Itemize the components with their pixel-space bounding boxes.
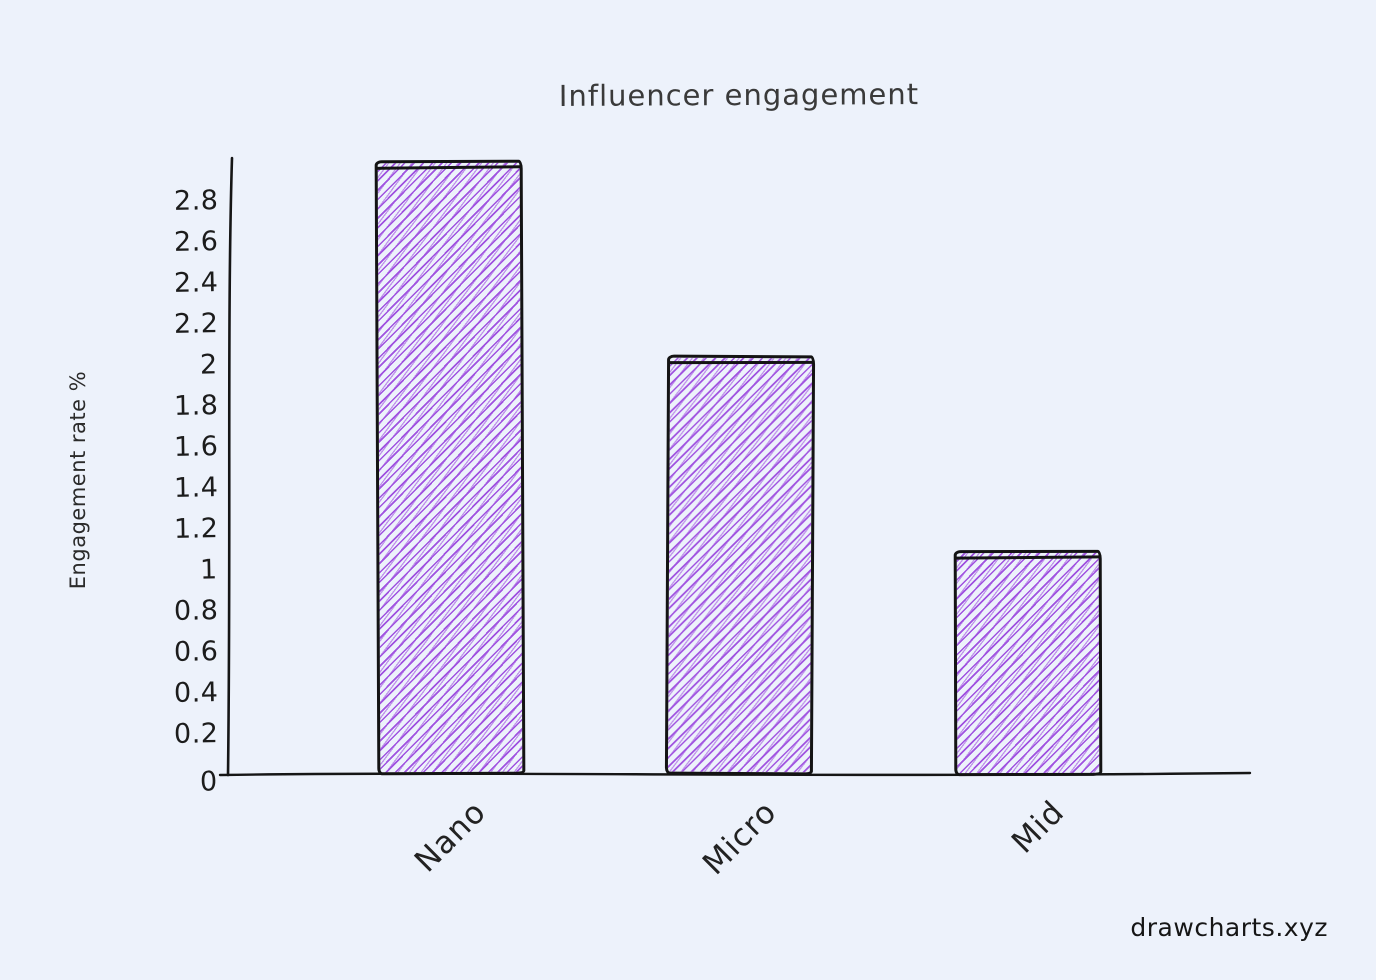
y-tick-label: 2.4 <box>173 267 219 299</box>
y-axis-title: Engagement rate % <box>66 370 90 590</box>
y-tick-label: 2.6 <box>173 226 219 258</box>
y-tick-label: 2 <box>200 349 219 381</box>
bar-micro <box>664 354 816 776</box>
y-tick-label: 1 <box>200 554 219 586</box>
y-tick-label: 1.6 <box>173 431 219 463</box>
y-tick-label: 2.8 <box>173 185 219 217</box>
bar-mid <box>953 549 1103 776</box>
watermark: drawcharts.xyz <box>1130 913 1328 942</box>
y-tick-label: 1.4 <box>173 472 219 504</box>
y-tick-label: 1.2 <box>173 513 219 545</box>
x-axis-label: Mid <box>1004 794 1072 861</box>
y-tick-label: 0.4 <box>173 677 219 709</box>
y-tick-label: 0.2 <box>173 718 219 750</box>
bar-nano <box>374 159 526 776</box>
chart-title: Influencer engagement <box>558 77 920 113</box>
x-axis-label: Nano <box>408 794 494 880</box>
y-axis-line <box>226 156 234 777</box>
y-tick-label: 1.8 <box>173 390 219 422</box>
y-tick-label: 0.6 <box>173 636 219 668</box>
y-tick-label: 2.2 <box>173 308 219 340</box>
y-tick-label: 0.8 <box>173 595 219 627</box>
y-tick-label: 0 <box>200 766 219 798</box>
x-axis-label: Micro <box>695 794 784 882</box>
